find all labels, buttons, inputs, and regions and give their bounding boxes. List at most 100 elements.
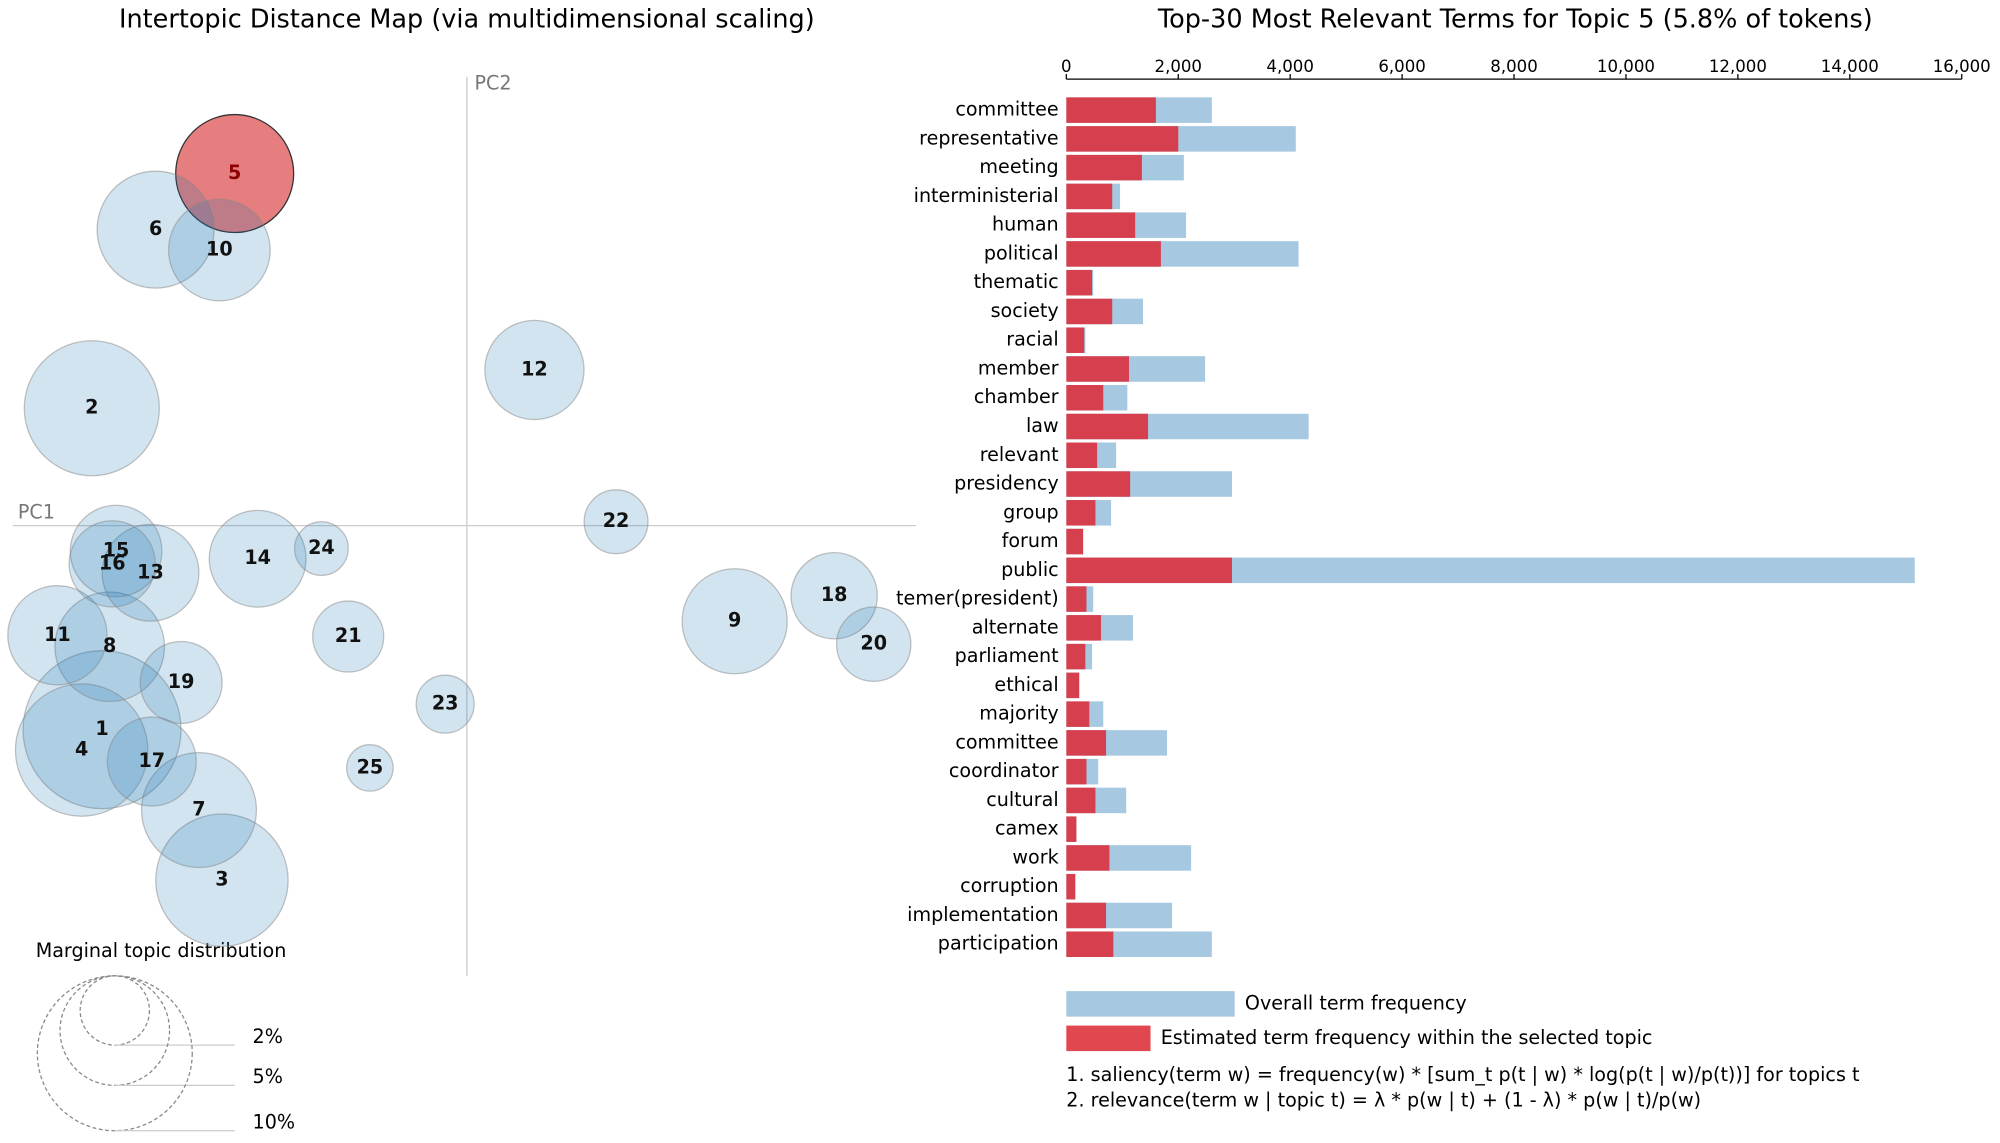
topic-bubble xyxy=(101,523,200,622)
topic-bubble xyxy=(23,340,160,477)
term-label: representative xyxy=(919,126,1059,149)
bar xyxy=(1066,787,1096,814)
topic-label: 18 xyxy=(821,583,848,606)
topic-label: 5 xyxy=(228,161,241,184)
term-label: law xyxy=(1026,414,1059,437)
legend-label: Estimated term frequency within the sele… xyxy=(1161,1026,1653,1049)
bar xyxy=(1066,615,1102,641)
x-tick-label: 12,000 xyxy=(1709,57,1767,76)
topic-label: 10 xyxy=(206,238,233,261)
x-tick-label: 14,000 xyxy=(1821,57,1879,76)
x-axis-label: PC1 xyxy=(18,500,55,523)
topic-label: 25 xyxy=(357,755,384,778)
bar xyxy=(1066,413,1149,440)
topic-bubble xyxy=(106,716,197,807)
term-label: relevant xyxy=(980,443,1059,466)
bar xyxy=(1066,298,1113,325)
term-label: interministerial xyxy=(914,184,1059,207)
term-label: majority xyxy=(979,702,1058,725)
size-legend-label: 10% xyxy=(253,1111,296,1134)
topic-bubble xyxy=(484,319,585,421)
topic-bubble xyxy=(14,683,149,817)
size-legend-circle xyxy=(79,975,151,1046)
topic-label: 16 xyxy=(99,551,126,574)
topic-bubble xyxy=(68,520,157,608)
term-label: human xyxy=(992,213,1059,236)
bar xyxy=(1066,241,1161,267)
y-axis-label: PC2 xyxy=(474,72,511,95)
size-legend-label: 2% xyxy=(253,1025,283,1048)
topic-label: 1 xyxy=(95,717,108,740)
topic-label: 7 xyxy=(192,798,205,821)
bar xyxy=(1066,643,1086,670)
term-label: committee xyxy=(955,730,1058,753)
chart-title: Top-30 Most Relevant Terms for Topic 5 (… xyxy=(1157,4,1873,34)
size-legend-label: 5% xyxy=(253,1065,283,1088)
topic-label: 11 xyxy=(44,623,71,646)
x-tick-label: 10,000 xyxy=(1597,57,1655,76)
topic-bubble xyxy=(583,489,649,555)
topic-bubble xyxy=(835,606,912,682)
term-label: ethical xyxy=(994,673,1058,696)
topic-label: 14 xyxy=(244,546,271,569)
topic-bubble xyxy=(175,113,295,234)
topic-bubble xyxy=(69,504,163,598)
term-label: public xyxy=(1001,558,1059,581)
term-label: meeting xyxy=(979,155,1058,178)
note: 1. saliency(term w) = frequency(w) * [su… xyxy=(1066,1063,1860,1086)
topic-bubble xyxy=(293,521,349,577)
topic-bubble xyxy=(208,509,307,608)
topic-bubble xyxy=(22,650,182,810)
topic-label: 3 xyxy=(215,868,228,891)
topic-label: 2 xyxy=(85,396,98,419)
bar xyxy=(1066,672,1080,699)
bar xyxy=(1066,845,1110,871)
bar xyxy=(1066,183,1113,210)
topic-bubble xyxy=(681,568,788,675)
term-label: coordinator xyxy=(949,759,1059,782)
legend-swatch xyxy=(1066,1025,1151,1052)
bar xyxy=(1066,384,1104,411)
topic-label: 15 xyxy=(103,539,130,562)
topic-label: 13 xyxy=(137,560,164,583)
term-label: committee xyxy=(955,98,1058,121)
topic-bubble xyxy=(140,751,258,869)
legend-swatch xyxy=(1066,991,1235,1017)
bar xyxy=(1066,758,1087,785)
term-label: work xyxy=(1012,845,1059,868)
bar xyxy=(1066,902,1107,929)
note: 2. relevance(term w | topic t) = λ * p(w… xyxy=(1066,1088,1701,1111)
bar xyxy=(1066,528,1084,555)
bar xyxy=(1066,586,1087,612)
bar xyxy=(1066,730,1107,756)
x-tick-label: 8,000 xyxy=(1490,57,1537,76)
term-label: forum xyxy=(1002,529,1059,552)
x-tick-label: 4,000 xyxy=(1266,57,1313,76)
size-legend-circle xyxy=(59,975,171,1086)
x-tick-label: 6,000 xyxy=(1378,57,1425,76)
size-legend-title: Marginal topic distribution xyxy=(36,939,287,962)
topic-bubble xyxy=(790,551,878,640)
topic-label: 20 xyxy=(860,632,887,655)
term-label: group xyxy=(1003,500,1059,523)
x-tick-label: 16,000 xyxy=(1933,57,1991,76)
term-label: political xyxy=(984,241,1059,264)
topic-label: 9 xyxy=(728,609,741,632)
bar xyxy=(1066,97,1156,123)
bar xyxy=(1066,327,1085,353)
bar xyxy=(1066,356,1130,382)
bar xyxy=(1066,471,1131,497)
topic-bubble xyxy=(155,813,289,947)
topic-label: 17 xyxy=(138,749,165,772)
x-tick-label: 2,000 xyxy=(1155,57,1202,76)
bar xyxy=(1066,500,1096,526)
bar xyxy=(1066,557,1232,584)
term-label: participation xyxy=(938,932,1059,955)
topic-label: 23 xyxy=(432,692,459,715)
chart-title: Intertopic Distance Map (via multidimens… xyxy=(119,4,815,34)
term-label: society xyxy=(991,299,1059,322)
term-label: thematic xyxy=(974,270,1059,293)
term-label: chamber xyxy=(974,385,1059,408)
